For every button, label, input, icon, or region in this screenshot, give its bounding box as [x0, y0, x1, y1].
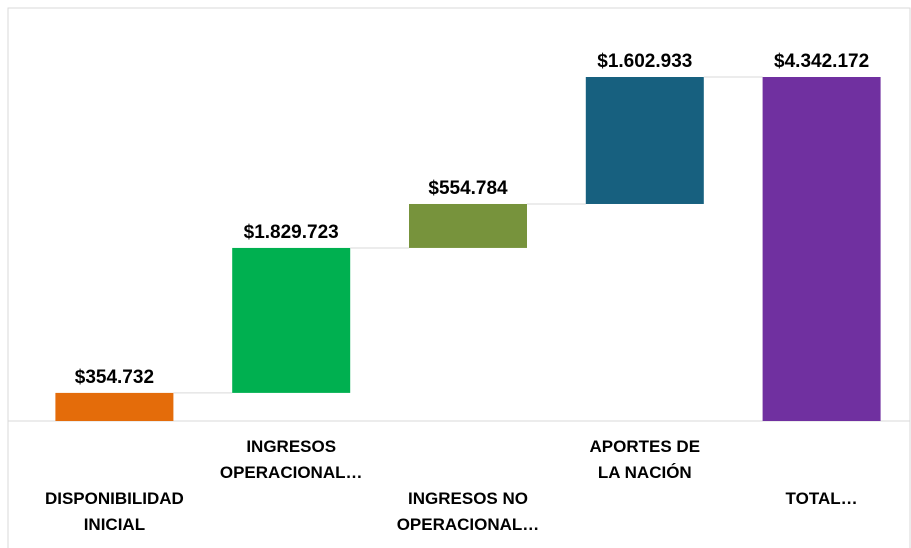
value-label: $1.829.723 — [244, 222, 339, 243]
frame — [7, 7, 911, 548]
bar — [55, 392, 174, 421]
value-label: $354.732 — [75, 367, 154, 388]
x-tick-label: INGRESOS NO OPERACIONAL… — [396, 489, 540, 534]
x-tick-label: INGRESOS OPERACIONAL… — [219, 437, 363, 482]
value-label: $554.784 — [428, 178, 508, 199]
value-label: $1.602.933 — [597, 51, 692, 72]
bar — [409, 203, 527, 248]
bar — [232, 247, 351, 393]
bar — [585, 77, 704, 204]
x-tick-label: DISPONIBILIDAD INICIAL — [44, 489, 184, 534]
x-tick-label: APORTES DE LA NACIÓN — [589, 437, 701, 482]
value-label: $4.342.172 — [774, 51, 869, 72]
x-tick-label: TOTAL… — [785, 489, 858, 508]
bar — [762, 77, 881, 421]
